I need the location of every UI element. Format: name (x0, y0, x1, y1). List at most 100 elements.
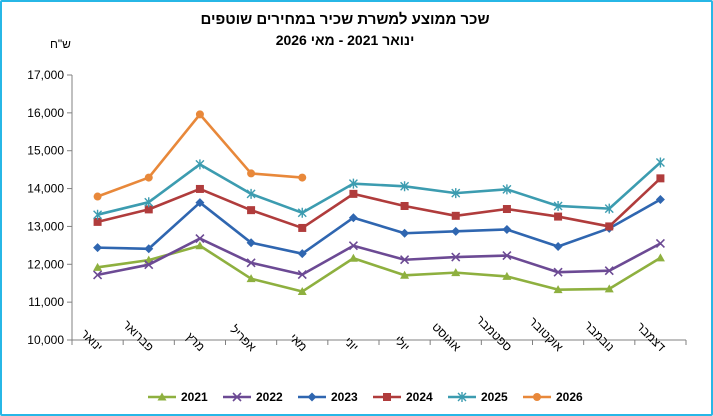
data-point-2021 (400, 270, 410, 279)
data-point-2022 (502, 251, 512, 261)
y-tick-label: 12,000 (27, 257, 64, 271)
x-tick-label: ספטמבר (473, 313, 515, 355)
data-point-2023 (246, 238, 256, 248)
data-point-2024 (349, 189, 358, 198)
y-tick-label: 10,000 (27, 333, 64, 347)
data-point-2024 (502, 205, 511, 214)
x-tick-label: אפריל (227, 322, 259, 354)
data-point-2022 (144, 260, 154, 270)
x-tick-label: יולי (391, 333, 412, 354)
data-point-2024 (554, 212, 563, 221)
data-point-2021 (297, 287, 307, 296)
data-point-2021 (348, 253, 358, 262)
series-line-2025 (97, 161, 662, 216)
legend-swatch (373, 393, 401, 401)
chart-legend: 2021 2022 2023 2024 2025 2026 (0, 388, 713, 406)
y-tick-label: 11,000 (28, 295, 64, 309)
data-point-2022 (93, 270, 103, 280)
x-tick-label: פברואר (120, 317, 157, 354)
data-point-2025 (502, 184, 512, 195)
y-tick-label: 16,000 (27, 106, 64, 120)
data-point-2024 (400, 201, 409, 210)
legend-item-2022: 2022 (222, 388, 283, 406)
x-tick-label: מרץ (183, 330, 208, 355)
data-point-2023 (400, 228, 410, 238)
data-point-2024 (144, 205, 153, 214)
data-point-2026 (144, 173, 153, 182)
legend-label: 2022 (256, 390, 283, 404)
series-line-2024 (97, 177, 662, 230)
data-point-2025 (604, 203, 614, 214)
data-point-2024 (93, 217, 102, 226)
legend-item-2025: 2025 (447, 388, 508, 406)
data-point-2026 (247, 169, 256, 178)
data-point-2021 (502, 271, 512, 280)
data-point-2021 (93, 262, 103, 271)
data-point-2023 (195, 198, 205, 208)
legend-item-2023: 2023 (297, 388, 358, 406)
data-point-2021 (246, 274, 256, 283)
legend-swatch (223, 392, 251, 402)
data-point-2022 (655, 238, 665, 249)
data-point-2023 (93, 243, 103, 253)
x-tick-label: אוגוסט (429, 320, 464, 355)
legend-label: 2023 (331, 390, 358, 404)
series-line-2023 (97, 198, 662, 255)
legend-swatch (148, 392, 176, 401)
data-point-2026 (93, 192, 102, 201)
y-tick-label: 17,000 (27, 68, 64, 82)
data-point-2021 (655, 253, 665, 262)
chart-title: שכר ממוצע למשרת שכיר במחירים שוטפים (200, 11, 490, 28)
data-point-2024 (656, 174, 665, 183)
x-tick-label: דצמבר (634, 319, 669, 354)
data-point-2026 (298, 173, 307, 182)
data-point-2025 (93, 209, 103, 220)
data-point-2026 (195, 110, 204, 119)
data-point-2025 (655, 157, 665, 168)
series-line-2026 (97, 113, 303, 198)
data-point-2023 (553, 241, 563, 251)
data-point-2022 (451, 252, 461, 262)
y-tick-label: 15,000 (27, 144, 64, 158)
legend-label: 2024 (406, 390, 433, 404)
legend-label: 2025 (481, 390, 508, 404)
data-point-2022 (195, 233, 205, 244)
legend-item-2021: 2021 (147, 388, 208, 406)
data-point-2022 (400, 255, 410, 265)
data-point-2022 (604, 266, 614, 276)
y-tick-label: 13,000 (27, 219, 64, 233)
data-point-2023 (348, 213, 358, 223)
series-line-2021 (97, 244, 662, 293)
legend-marker (232, 392, 242, 402)
data-point-2021 (195, 241, 205, 250)
data-point-2021 (553, 285, 563, 294)
data-point-2022 (348, 241, 358, 251)
data-point-2022 (246, 258, 256, 268)
data-point-2024 (451, 211, 460, 220)
data-point-2024 (247, 206, 256, 215)
series-line-2022 (97, 237, 662, 277)
legend-item-2026: 2026 (522, 388, 583, 406)
x-tick-label: מאי (287, 331, 310, 354)
data-point-2022 (553, 267, 563, 277)
data-point-2025 (144, 197, 154, 208)
data-point-2023 (451, 226, 461, 236)
x-tick-label: נובמבר (581, 318, 617, 354)
data-point-2025 (246, 188, 256, 199)
y-tick-label: 14,000 (27, 182, 64, 196)
data-point-2025 (400, 181, 410, 192)
legend-swatch (523, 393, 551, 401)
x-tick-label: ינואר (78, 327, 105, 354)
legend-marker (307, 392, 317, 402)
data-point-2021 (451, 268, 461, 277)
legend-item-2024: 2024 (372, 388, 433, 406)
data-point-2024 (605, 222, 614, 231)
x-tick-label: אוקטובר (526, 314, 566, 354)
data-point-2025 (195, 159, 205, 170)
data-point-2025 (451, 188, 461, 199)
y-axis-unit-label: ש"ח (50, 37, 71, 51)
data-point-2023 (655, 195, 665, 205)
data-point-2023 (502, 224, 512, 234)
legend-marker (157, 392, 167, 401)
